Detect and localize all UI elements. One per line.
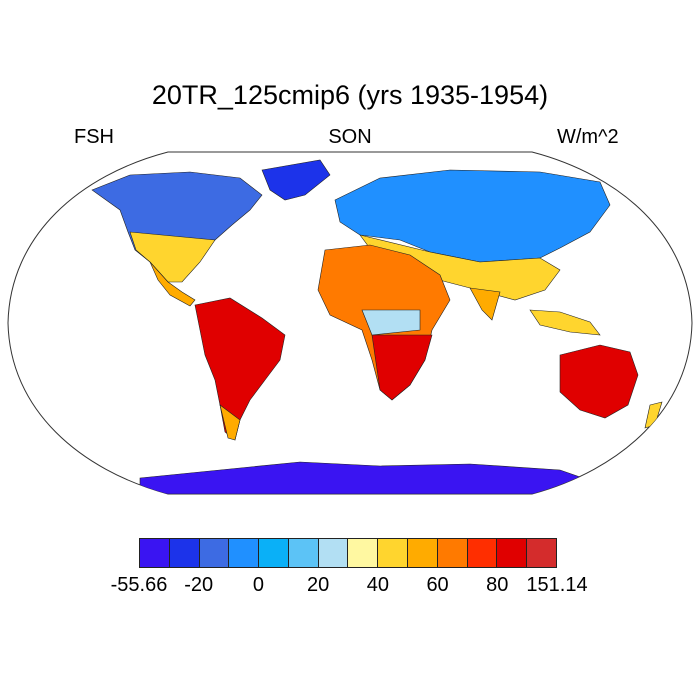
colorbar-tick-label: 60: [426, 574, 449, 596]
colorbar-segment: [466, 539, 497, 567]
colorbar-tick-label: 0: [252, 574, 264, 596]
colorbar-segment: [377, 539, 408, 567]
colorbar-tick-label: 80: [486, 574, 509, 596]
india-land: [469, 287, 501, 321]
north-america-south: [129, 231, 216, 283]
variable-label: FSH: [74, 126, 114, 148]
colorbar-segment: [258, 539, 288, 567]
colorbar-segment: [347, 539, 378, 567]
south-america-tip: [219, 404, 241, 441]
colorbar-tick-label: 20: [307, 574, 330, 596]
africa-south: [371, 334, 433, 401]
colorbar-tick-label: 40: [366, 574, 389, 596]
colorbar-segment: [228, 539, 259, 567]
colorbar-segment: [526, 539, 556, 567]
colorbar-segment: [317, 539, 348, 567]
africa-center: [361, 309, 421, 336]
colorbar-tick-label: -20: [184, 574, 214, 596]
colorbar: [139, 538, 557, 568]
colorbar-tick-label: -55.66: [110, 574, 168, 596]
colorbar-segment: [287, 539, 318, 567]
colorbar-segment: [407, 539, 437, 567]
antarctica-land: [139, 461, 602, 494]
colorbar-segment: [198, 539, 229, 567]
mexico-land: [149, 261, 196, 307]
colorbar-segment: [140, 539, 169, 567]
greenland-land: [261, 159, 331, 201]
units-label: W/m^2: [557, 126, 619, 148]
sea-islands: [529, 309, 601, 336]
eurasia-land: [334, 169, 611, 263]
australia-land: [559, 344, 639, 419]
colorbar-segment: [496, 539, 527, 567]
season-label: SON: [328, 126, 372, 148]
colorbar-segment: [168, 539, 199, 567]
plot-title: 20TR_125cmip6 (yrs 1935-1954): [151, 80, 549, 110]
colorbar-tick-label: 151.14: [526, 574, 588, 596]
colorbar-segment: [436, 539, 467, 567]
